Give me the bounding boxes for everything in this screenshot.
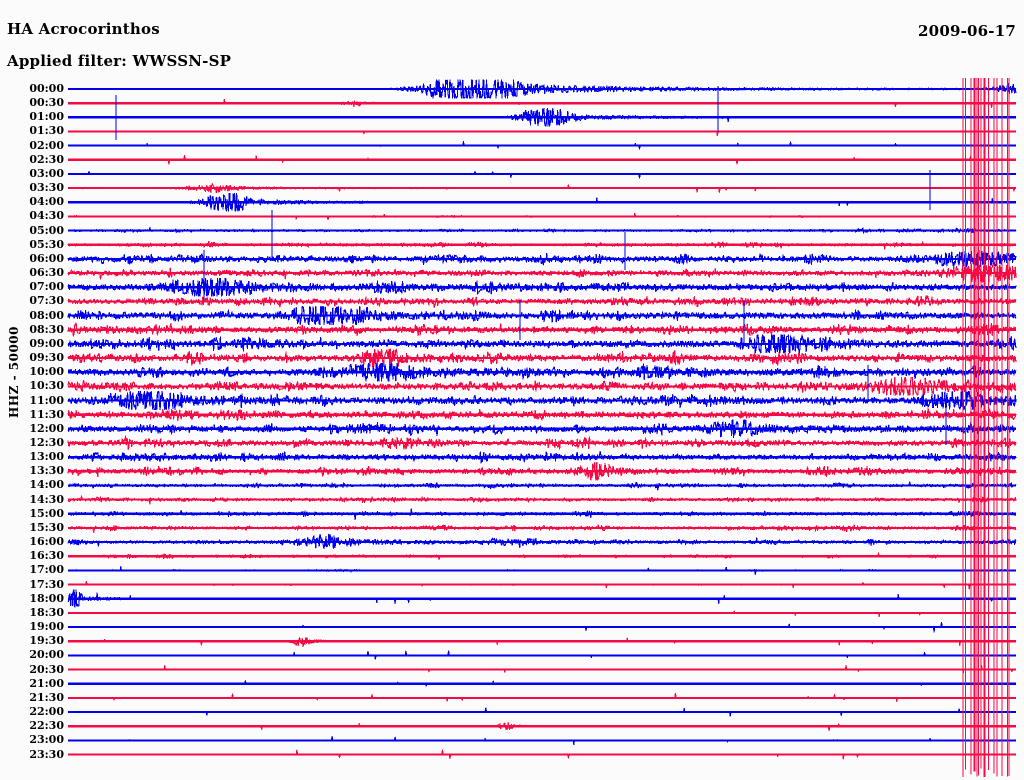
date-label: 2009-06-17: [918, 22, 1016, 40]
time-tick-label: 03:00: [29, 166, 64, 180]
seismogram-trace: [67, 306, 1017, 325]
time-tick-label: 11:00: [29, 393, 64, 407]
time-tick-label: 13:00: [29, 450, 64, 464]
time-tick-label: 09:30: [29, 351, 64, 365]
time-tick-label: 14:30: [29, 492, 64, 506]
time-tick-label: 04:00: [29, 195, 64, 209]
time-tick-label: 01:00: [29, 110, 64, 124]
time-tick-label: 20:30: [29, 662, 64, 676]
time-tick-label: 02:00: [29, 138, 64, 152]
time-tick-label: 13:30: [29, 464, 64, 478]
time-tick-label: 05:30: [29, 237, 64, 251]
time-tick-label: 04:30: [29, 209, 64, 223]
time-tick-label: 12:30: [29, 436, 64, 449]
time-tick-label: 03:30: [29, 181, 64, 195]
time-tick-label: 10:00: [29, 365, 64, 379]
time-tick-label: 01:30: [29, 124, 64, 138]
seismogram-plot: [67, 78, 1017, 778]
time-axis: 00:00 00:30 01:00 01:30 02:00 02:30 03:00 03:30…: [0, 78, 68, 778]
time-tick-label: 19:00: [29, 620, 64, 634]
seismogram-trace: [67, 277, 1017, 297]
time-tick-label: 00:00: [29, 82, 64, 95]
time-tick-label: 11:30: [29, 407, 64, 421]
time-tick-label: 12:00: [29, 421, 64, 435]
time-tick-label: 22:30: [29, 719, 64, 733]
time-tick-label: 15:30: [29, 520, 64, 534]
time-tick-label: 21:30: [29, 690, 64, 704]
time-tick-label: 21:00: [29, 676, 64, 690]
time-tick-label: 23:00: [29, 733, 64, 747]
filter-label: Applied filter: WWSSN-SP: [7, 52, 232, 70]
time-tick-label: 15:00: [29, 506, 64, 520]
time-tick-label: 06:00: [29, 251, 64, 265]
time-tick-label: 08:00: [29, 308, 64, 322]
time-tick-label: 17:00: [29, 563, 64, 577]
time-tick-label: 05:00: [29, 223, 64, 237]
time-tick-label: 09:00: [29, 336, 64, 350]
time-tick-label: 08:30: [29, 322, 64, 336]
time-tick-label: 16:30: [29, 549, 64, 563]
time-tick-label: 18:00: [29, 591, 64, 605]
page-title: HA Acrocorinthos: [7, 20, 160, 38]
time-tick-label: 19:30: [29, 634, 64, 648]
time-tick-label: 20:00: [29, 648, 64, 662]
time-tick-label: 22:00: [29, 705, 64, 719]
time-tick-label: 07:30: [29, 294, 64, 308]
time-tick-label: 18:30: [29, 605, 64, 619]
time-tick-label: 23:30: [29, 747, 64, 761]
time-tick-label: 07:00: [29, 280, 64, 294]
artifact-spike-band: [962, 78, 1010, 778]
time-tick-label: 16:00: [29, 535, 64, 549]
time-tick-label: 10:30: [29, 379, 64, 393]
time-tick-label: 02:30: [29, 152, 64, 166]
seismogram-trace: [67, 334, 1017, 354]
seismogram-trace: [67, 461, 1017, 481]
time-tick-label: 14:00: [29, 478, 64, 492]
time-tick-label: 06:30: [29, 266, 64, 280]
time-tick-label: 17:30: [29, 577, 64, 591]
time-tick-label: 00:30: [29, 96, 64, 110]
